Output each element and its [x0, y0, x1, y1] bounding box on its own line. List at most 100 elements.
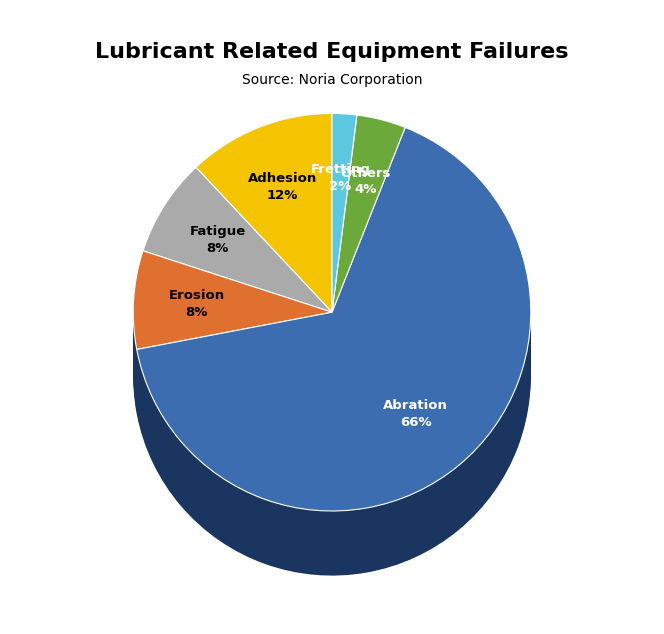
- Wedge shape: [137, 154, 531, 538]
- Wedge shape: [332, 137, 357, 336]
- Text: 4%: 4%: [355, 183, 377, 197]
- Wedge shape: [196, 134, 332, 333]
- Wedge shape: [332, 168, 405, 365]
- Wedge shape: [332, 164, 357, 362]
- Wedge shape: [332, 165, 405, 362]
- Wedge shape: [143, 167, 332, 312]
- Wedge shape: [137, 157, 531, 540]
- Wedge shape: [332, 147, 405, 344]
- Text: 8%: 8%: [185, 306, 208, 320]
- Wedge shape: [133, 298, 332, 396]
- Wedge shape: [143, 232, 332, 377]
- Wedge shape: [332, 156, 405, 353]
- Wedge shape: [332, 138, 405, 336]
- Wedge shape: [133, 271, 332, 370]
- Wedge shape: [332, 119, 357, 318]
- Wedge shape: [137, 186, 531, 570]
- Wedge shape: [133, 315, 332, 414]
- Wedge shape: [196, 117, 332, 315]
- Wedge shape: [137, 189, 531, 573]
- Text: 8%: 8%: [207, 242, 229, 255]
- Wedge shape: [143, 229, 332, 374]
- Text: Fatigue: Fatigue: [189, 225, 246, 238]
- Wedge shape: [143, 173, 332, 318]
- Wedge shape: [196, 137, 332, 336]
- Wedge shape: [332, 149, 357, 347]
- Wedge shape: [196, 178, 332, 377]
- Text: 66%: 66%: [400, 416, 432, 429]
- Wedge shape: [143, 220, 332, 365]
- Wedge shape: [133, 254, 332, 353]
- Wedge shape: [133, 275, 332, 373]
- Wedge shape: [137, 192, 531, 576]
- Wedge shape: [196, 140, 332, 339]
- Wedge shape: [196, 143, 332, 342]
- Wedge shape: [332, 122, 357, 321]
- Wedge shape: [133, 313, 332, 411]
- Wedge shape: [332, 155, 357, 353]
- Text: Abration: Abration: [383, 399, 448, 411]
- Wedge shape: [137, 171, 531, 555]
- Wedge shape: [137, 148, 531, 531]
- Wedge shape: [332, 175, 357, 374]
- Wedge shape: [332, 118, 405, 315]
- Wedge shape: [143, 171, 332, 315]
- Wedge shape: [143, 176, 332, 321]
- Wedge shape: [332, 140, 357, 339]
- Wedge shape: [143, 226, 332, 371]
- Wedge shape: [143, 191, 332, 336]
- Wedge shape: [332, 134, 357, 333]
- Wedge shape: [332, 174, 405, 371]
- Wedge shape: [133, 257, 332, 355]
- Wedge shape: [143, 197, 332, 342]
- Wedge shape: [133, 307, 332, 405]
- Wedge shape: [133, 289, 332, 387]
- Wedge shape: [133, 301, 332, 399]
- Wedge shape: [143, 203, 332, 347]
- Wedge shape: [196, 131, 332, 330]
- Wedge shape: [332, 131, 357, 330]
- Wedge shape: [143, 209, 332, 353]
- Wedge shape: [196, 157, 332, 356]
- Wedge shape: [133, 292, 332, 391]
- Wedge shape: [332, 113, 357, 312]
- Wedge shape: [137, 160, 531, 543]
- Wedge shape: [332, 130, 405, 327]
- Wedge shape: [196, 166, 332, 365]
- Wedge shape: [143, 205, 332, 351]
- Wedge shape: [196, 113, 332, 312]
- Wedge shape: [137, 139, 531, 523]
- Wedge shape: [143, 200, 332, 344]
- Wedge shape: [133, 277, 332, 376]
- Wedge shape: [143, 217, 332, 362]
- Wedge shape: [137, 180, 531, 564]
- Wedge shape: [143, 194, 332, 339]
- Wedge shape: [137, 142, 531, 526]
- Wedge shape: [133, 283, 332, 382]
- Text: Lubricant Related Equipment Failures: Lubricant Related Equipment Failures: [95, 42, 569, 63]
- Text: 12%: 12%: [266, 189, 297, 202]
- Wedge shape: [196, 164, 332, 362]
- Wedge shape: [332, 121, 405, 318]
- Wedge shape: [332, 115, 405, 312]
- Wedge shape: [137, 165, 531, 549]
- Wedge shape: [143, 223, 332, 368]
- Wedge shape: [196, 125, 332, 324]
- Text: Erosion: Erosion: [169, 289, 225, 302]
- Wedge shape: [196, 155, 332, 353]
- Wedge shape: [196, 172, 332, 371]
- Wedge shape: [196, 146, 332, 344]
- Wedge shape: [143, 185, 332, 330]
- Wedge shape: [137, 131, 531, 514]
- Wedge shape: [332, 146, 357, 344]
- Text: Source: Noria Corporation: Source: Noria Corporation: [242, 72, 422, 87]
- Wedge shape: [332, 157, 357, 356]
- Wedge shape: [332, 159, 405, 356]
- Wedge shape: [196, 119, 332, 318]
- Wedge shape: [332, 166, 357, 365]
- Wedge shape: [133, 259, 332, 358]
- Wedge shape: [133, 304, 332, 403]
- Wedge shape: [143, 179, 332, 324]
- Wedge shape: [332, 162, 405, 359]
- Wedge shape: [133, 280, 332, 379]
